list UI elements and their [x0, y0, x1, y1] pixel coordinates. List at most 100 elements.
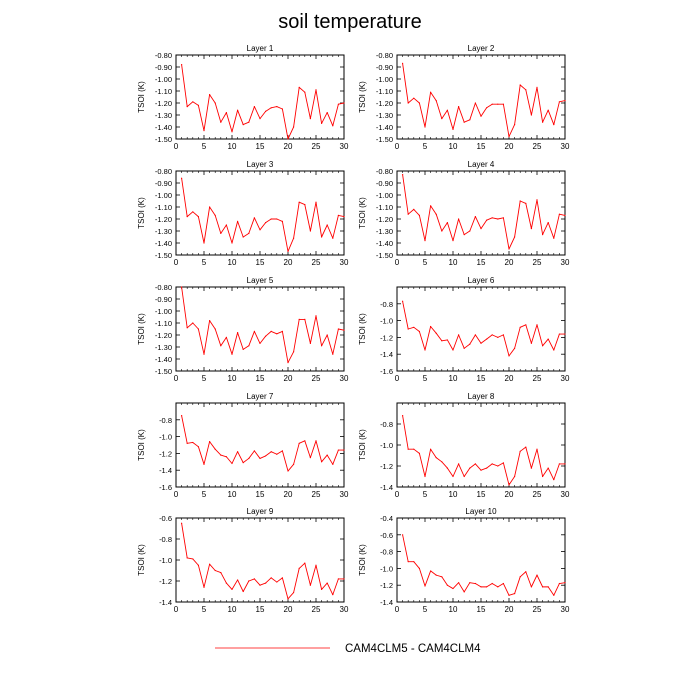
x-tick-label: 15 [256, 142, 265, 151]
y-tick-label: -1.10 [155, 87, 172, 96]
data-point [542, 475, 544, 478]
data-point [441, 118, 443, 120]
x-tick-label: 25 [533, 490, 542, 499]
data-point [452, 587, 454, 590]
plot-frame [396, 286, 566, 372]
data-point [181, 522, 183, 524]
data-point [343, 216, 345, 218]
x-tick-label: 30 [340, 490, 349, 499]
y-tick-label: -1.00 [155, 191, 172, 200]
x-tick-label: 15 [477, 258, 486, 267]
data-point [332, 594, 334, 596]
plot-frame [175, 517, 345, 603]
plot-frame [175, 170, 345, 256]
y-axis-label: TSOI (K) [137, 544, 146, 576]
data-point [181, 177, 183, 179]
x-tick-label: 25 [312, 605, 321, 614]
data-point [514, 593, 516, 595]
data-point [542, 586, 544, 588]
data-point [407, 561, 409, 563]
data-point [287, 470, 289, 472]
data-point [321, 588, 323, 591]
data-point [536, 448, 538, 450]
x-tick-label: 0 [395, 490, 400, 499]
data-point [558, 213, 561, 215]
x-tick-label: 0 [395, 374, 400, 383]
x-tick-label: 30 [340, 374, 349, 383]
data-point [497, 103, 499, 105]
data-point [480, 228, 482, 230]
data-point [491, 334, 493, 336]
y-tick-label: -1.50 [155, 135, 172, 144]
data-point [315, 89, 317, 91]
data-point [564, 100, 566, 102]
y-tick-label: -0.8 [159, 535, 172, 544]
data-point [424, 475, 426, 478]
data-point [197, 216, 199, 218]
y-tick-label: -1.40 [155, 355, 172, 364]
data-point [237, 220, 239, 222]
series-line [181, 523, 344, 600]
data-point [441, 340, 443, 342]
data-point [225, 582, 227, 584]
y-tick-label: -1.4 [380, 598, 393, 607]
data-point [497, 586, 499, 588]
x-tick-label: 15 [256, 605, 265, 614]
data-point [253, 217, 255, 219]
chart-panel-4: Layer 4 0 5 10 15 20 25 30 -1.50 -1.40 -1.30 -1.20 -… [358, 160, 570, 267]
data-point [558, 333, 561, 335]
data-point [441, 576, 443, 578]
data-point [553, 594, 555, 596]
y-tick-label: -1.40 [376, 123, 393, 132]
data-point [186, 442, 188, 444]
data-point [220, 345, 222, 347]
y-axis-label: TSOI (K) [358, 429, 367, 461]
data-point [413, 448, 415, 450]
x-tick-label: 15 [477, 374, 486, 383]
data-point [424, 349, 426, 351]
plot-frame [396, 402, 566, 488]
x-tick-label: 10 [228, 374, 237, 383]
data-point [530, 342, 533, 344]
y-tick-label: -0.4 [380, 514, 393, 523]
data-point [480, 342, 482, 344]
data-point [197, 328, 199, 330]
data-point [214, 102, 216, 104]
plot-frame [396, 517, 566, 603]
data-point [469, 467, 471, 469]
x-tick-label: 0 [174, 374, 179, 383]
data-point [514, 236, 516, 238]
x-tick-label: 0 [174, 258, 179, 267]
x-tick-label: 30 [340, 258, 349, 267]
y-tick-label: -1.50 [155, 367, 172, 376]
data-point [564, 463, 566, 465]
series-line [181, 286, 345, 364]
plot-frame [396, 170, 566, 256]
data-point [197, 564, 199, 566]
x-tick-label: 10 [228, 490, 237, 499]
data-point [508, 594, 510, 596]
x-tick-label: 0 [395, 142, 400, 151]
data-point [491, 103, 493, 105]
y-tick-label: -1.20 [376, 215, 393, 224]
y-axis-label: TSOI (K) [358, 81, 367, 113]
data-point [502, 217, 504, 219]
data-point [558, 101, 561, 103]
data-point [293, 237, 295, 239]
x-tick-label: 30 [561, 142, 570, 151]
data-point [435, 332, 437, 334]
data-point [321, 461, 323, 463]
data-point [225, 336, 227, 338]
y-tick-label: -1.30 [376, 227, 393, 236]
panel-title: Layer 4 [468, 160, 495, 169]
x-tick-label: 0 [395, 258, 400, 267]
panel-title: Layer 2 [468, 44, 495, 53]
data-point [270, 577, 272, 579]
x-tick-label: 0 [174, 142, 179, 151]
chart-panel-6: Layer 6 0 5 10 15 20 25 30 -1.6 -1.4 -1.2 -1.0 -0.8 T… [358, 276, 570, 383]
data-point [287, 250, 289, 252]
data-point [446, 584, 448, 586]
data-point [525, 202, 527, 204]
y-tick-label: -1.00 [376, 75, 393, 84]
data-point [486, 338, 488, 340]
